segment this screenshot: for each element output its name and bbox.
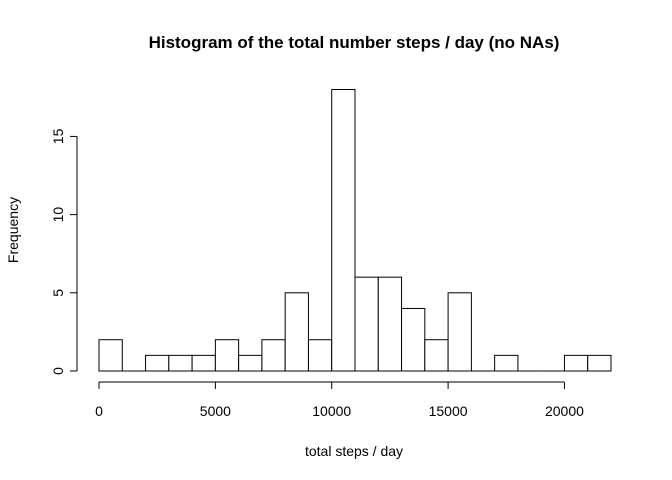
chart-title: Histogram of the total number steps / da… xyxy=(149,33,560,52)
histogram-bar xyxy=(98,339,123,372)
y-tick-label: 15 xyxy=(50,128,66,144)
histogram-bar xyxy=(191,354,216,372)
y-axis-label: Frequency xyxy=(5,197,21,263)
histogram-bar xyxy=(168,354,193,372)
histogram-bar xyxy=(261,339,286,372)
x-tick-label: 10000 xyxy=(312,403,351,419)
histogram-bar xyxy=(238,354,263,372)
bars-group xyxy=(98,89,612,372)
x-tick-label: 20000 xyxy=(545,403,584,419)
y-tick-label: 5 xyxy=(50,289,66,297)
x-axis-label: total steps / day xyxy=(305,443,403,459)
y-tick-label: 10 xyxy=(50,207,66,223)
histogram-bar xyxy=(307,339,333,372)
histogram-bar xyxy=(494,354,519,372)
histogram-bar xyxy=(447,292,472,372)
histogram-bar xyxy=(145,354,170,372)
x-tick-label: 15000 xyxy=(429,403,468,419)
histogram-bar xyxy=(563,354,589,372)
x-tick-label: 0 xyxy=(95,403,103,419)
y-tick-label: 0 xyxy=(50,367,66,375)
y-axis: 0 5 10 15 xyxy=(50,128,78,375)
histogram-bar xyxy=(424,339,449,372)
histogram-bar xyxy=(214,339,240,372)
histogram-bar xyxy=(331,89,356,372)
x-axis: 0 5000 10000 15000 20000 xyxy=(95,381,584,419)
histogram-bar xyxy=(377,276,403,372)
histogram-bar xyxy=(354,276,379,372)
histogram-bar xyxy=(587,354,612,372)
histogram-bar xyxy=(401,307,426,372)
histogram-bar xyxy=(284,292,309,372)
x-tick-label: 5000 xyxy=(200,403,231,419)
